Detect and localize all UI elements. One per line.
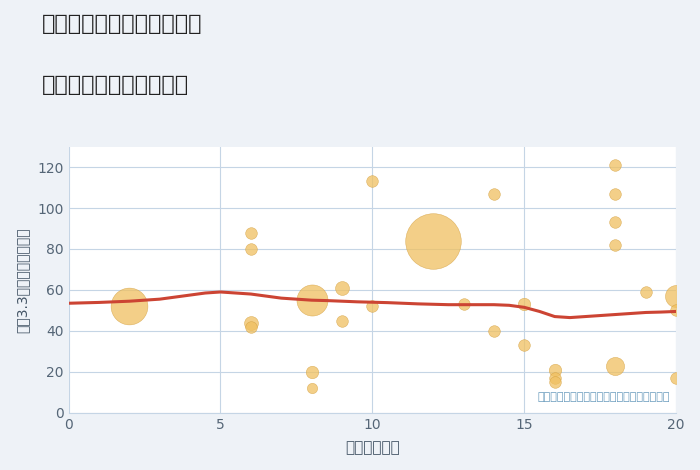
Point bbox=[640, 288, 652, 296]
Point bbox=[519, 300, 530, 308]
Text: 駅距離別中古戸建て価格: 駅距離別中古戸建て価格 bbox=[42, 75, 189, 95]
Point bbox=[306, 297, 317, 304]
Point bbox=[671, 374, 682, 382]
Text: 大阪府寝屋川市萱島南町の: 大阪府寝屋川市萱島南町の bbox=[42, 14, 202, 34]
Point bbox=[367, 178, 378, 185]
Point bbox=[337, 284, 348, 292]
Point bbox=[671, 306, 682, 314]
Point bbox=[519, 342, 530, 349]
Y-axis label: 坪（3.3㎡）単価（万円）: 坪（3.3㎡）単価（万円） bbox=[15, 227, 29, 332]
Point bbox=[124, 303, 135, 310]
Point bbox=[489, 327, 500, 335]
Point bbox=[549, 374, 560, 382]
Point bbox=[610, 219, 621, 226]
Point bbox=[610, 190, 621, 197]
Point bbox=[610, 161, 621, 169]
Point bbox=[306, 384, 317, 392]
Point bbox=[610, 241, 621, 249]
Point bbox=[549, 366, 560, 374]
Text: 円の大きさは、取引のあった物件面積を示す: 円の大きさは、取引のあった物件面積を示す bbox=[538, 392, 670, 402]
Point bbox=[671, 292, 682, 300]
Point bbox=[367, 303, 378, 310]
Point bbox=[245, 229, 256, 236]
X-axis label: 駅距離（分）: 駅距離（分） bbox=[345, 440, 400, 455]
Point bbox=[610, 362, 621, 369]
Point bbox=[245, 245, 256, 253]
Point bbox=[245, 319, 256, 327]
Point bbox=[306, 368, 317, 376]
Point bbox=[489, 190, 500, 197]
Point bbox=[458, 300, 469, 308]
Point bbox=[245, 323, 256, 330]
Point bbox=[549, 378, 560, 386]
Point bbox=[428, 237, 439, 244]
Point bbox=[337, 317, 348, 324]
